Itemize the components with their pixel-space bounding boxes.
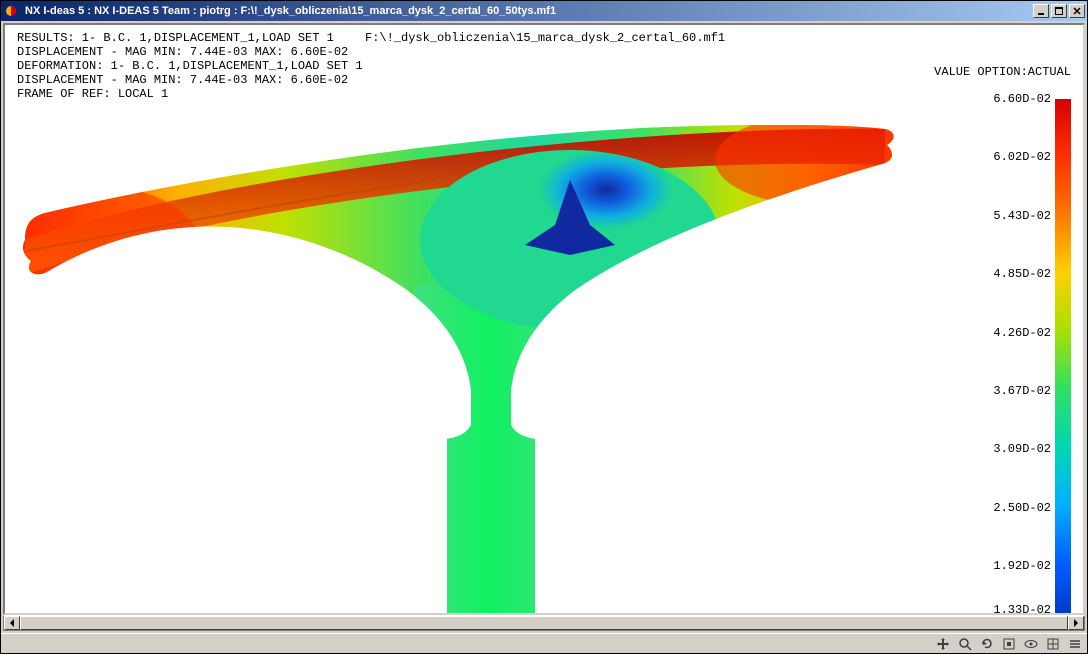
legend-tick: 1.33D-02 xyxy=(993,603,1051,615)
app-icon xyxy=(5,3,21,19)
legend-tick: 6.60D-02 xyxy=(993,92,1051,106)
legend-tick: 4.26D-02 xyxy=(993,326,1051,340)
legend-tick: 5.43D-02 xyxy=(993,209,1051,223)
status-bar xyxy=(1,633,1087,653)
window-controls xyxy=(1033,4,1085,18)
legend-tick: 2.50D-02 xyxy=(993,501,1051,515)
horizontal-scrollbar[interactable] xyxy=(3,615,1085,631)
zoom-icon[interactable] xyxy=(957,636,973,652)
fit-icon[interactable] xyxy=(1001,636,1017,652)
minimize-button[interactable] xyxy=(1033,4,1049,18)
legend-tick: 3.09D-02 xyxy=(993,442,1051,456)
window-title: NX I-deas 5 : NX I-DEAS 5 Team : piotrg … xyxy=(25,5,1033,17)
legend-tick: 1.92D-02 xyxy=(993,559,1051,573)
results-info-text: RESULTS: 1- B.C. 1,DISPLACEMENT_1,LOAD S… xyxy=(17,31,363,101)
titlebar: NX I-deas 5 : NX I-DEAS 5 Team : piotrg … xyxy=(1,1,1087,21)
maximize-button[interactable] xyxy=(1051,4,1067,18)
scroll-right-button[interactable] xyxy=(1068,616,1084,630)
view-icon[interactable] xyxy=(1023,636,1039,652)
legend-gradient-bar xyxy=(1055,99,1071,615)
scroll-track[interactable] xyxy=(20,616,1068,630)
legend-tick: 3.67D-02 xyxy=(993,384,1051,398)
rotate-icon[interactable] xyxy=(979,636,995,652)
scroll-left-button[interactable] xyxy=(4,616,20,630)
legend-tick: 6.02D-02 xyxy=(993,150,1051,164)
legend-tick: 4.85D-02 xyxy=(993,267,1051,281)
move-icon[interactable] xyxy=(935,636,951,652)
grid-icon[interactable] xyxy=(1045,636,1061,652)
fea-contour-plot xyxy=(15,125,915,615)
close-button[interactable] xyxy=(1069,4,1085,18)
app-window: NX I-deas 5 : NX I-DEAS 5 Team : piotrg … xyxy=(0,0,1088,654)
value-option-text: VALUE OPTION:ACTUAL xyxy=(934,65,1071,79)
options-icon[interactable] xyxy=(1067,636,1083,652)
model-path-text: F:\!_dysk_obliczenia\15_marca_dysk_2_cer… xyxy=(365,31,725,45)
viewport-container: RESULTS: 1- B.C. 1,DISPLACEMENT_1,LOAD S… xyxy=(1,21,1087,633)
graphics-viewport[interactable]: RESULTS: 1- B.C. 1,DISPLACEMENT_1,LOAD S… xyxy=(3,23,1085,615)
scroll-thumb[interactable] xyxy=(20,616,1068,630)
color-legend: 6.60D-026.02D-025.43D-024.85D-024.26D-02… xyxy=(1001,95,1071,615)
